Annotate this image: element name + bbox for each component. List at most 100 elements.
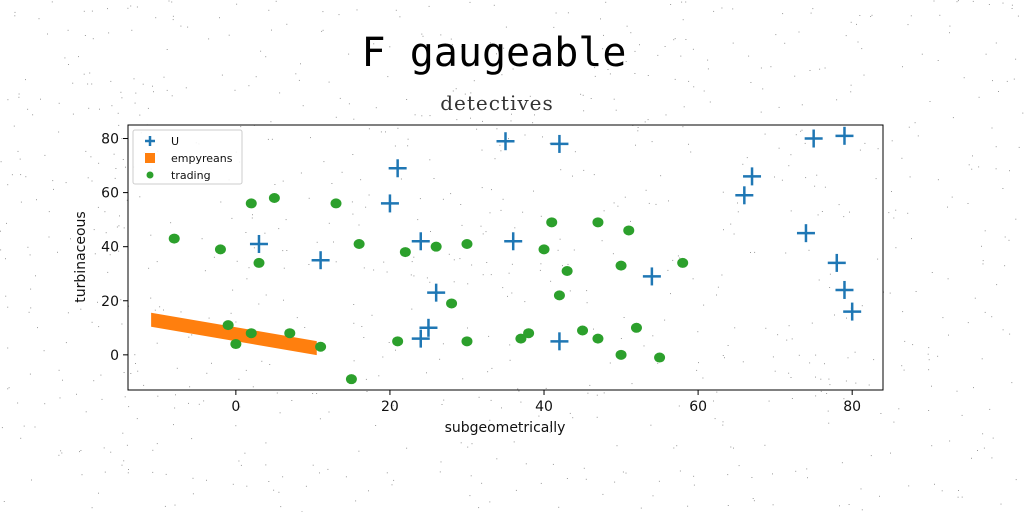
speckle-dot: [829, 384, 831, 386]
speckle-dot: [764, 133, 766, 135]
speckle-dot: [978, 166, 980, 168]
speckle-dot: [583, 467, 585, 469]
speckle-dot: [877, 148, 879, 150]
speckle-dot: [870, 16, 872, 17]
speckle-dot: [794, 75, 796, 77]
speckle-dot: [87, 177, 89, 179]
speckle-dot: [790, 377, 792, 378]
speckle-dot: [602, 48, 604, 50]
speckle-dot: [968, 164, 970, 166]
speckle-dot: [312, 393, 314, 394]
speckle-dot: [261, 360, 263, 362]
speckle-dot: [110, 451, 112, 453]
speckle-dot: [91, 507, 93, 509]
speckle-dot: [88, 107, 90, 109]
speckle-dot: [764, 444, 766, 446]
speckle-dot: [902, 66, 903, 68]
speckle-dot: [859, 149, 861, 151]
speckle-dot: [582, 94, 584, 96]
speckle-dot: [552, 463, 554, 465]
speckle-dot: [417, 219, 419, 221]
speckle-dot: [895, 247, 897, 249]
speckle-dot: [982, 260, 984, 262]
speckle-dot: [203, 400, 205, 402]
speckle-dot: [682, 19, 684, 21]
speckle-dot: [850, 21, 852, 23]
speckle-dot: [139, 114, 141, 116]
speckle-dot: [78, 56, 79, 58]
speckle-dot: [995, 146, 997, 148]
speckle-dot: [304, 327, 306, 328]
speckle-dot: [173, 424, 174, 426]
speckle-dot: [310, 137, 311, 139]
speckle-dot: [515, 489, 517, 491]
speckle-dot: [716, 294, 717, 296]
speckle-dot: [109, 254, 111, 256]
speckle-dot: [991, 316, 993, 318]
y-axis-label: turbinaceous: [73, 211, 89, 302]
speckle-dot: [333, 241, 334, 243]
speckle-dot: [778, 147, 780, 149]
speckle-dot: [988, 4, 990, 5]
speckle-dot: [84, 35, 86, 36]
speckle-dot: [567, 263, 569, 265]
speckle-dot: [713, 400, 714, 402]
speckle-dot: [5, 295, 7, 297]
speckle-dot: [996, 284, 998, 286]
speckle-dot: [559, 238, 561, 240]
speckle-dot: [828, 378, 830, 380]
speckle-dot: [282, 476, 284, 478]
speckle-dot: [947, 206, 948, 208]
speckle-dot: [87, 83, 89, 85]
speckle-dot: [937, 355, 939, 357]
speckle-dot: [152, 471, 154, 473]
speckle-dot: [782, 13, 784, 15]
speckle-dot: [80, 450, 82, 451]
speckle-dot: [650, 424, 652, 426]
speckle-dot: [67, 312, 69, 314]
speckle-dot: [422, 35, 424, 37]
speckle-dot: [893, 421, 895, 423]
speckle-dot: [893, 217, 895, 219]
speckle-dot: [429, 115, 431, 117]
speckle-dot: [166, 89, 168, 91]
u-point: [249, 234, 268, 253]
speckle-dot: [665, 114, 667, 116]
speckle-dot: [827, 410, 829, 412]
speckle-dot: [322, 29, 324, 31]
speckle-dot: [348, 103, 350, 105]
speckle-dot: [278, 491, 280, 493]
speckle-dot: [529, 95, 531, 97]
speckle-dot: [524, 301, 526, 303]
speckle-dot: [1015, 479, 1017, 481]
speckle-dot: [613, 202, 615, 204]
speckle-dot: [861, 48, 863, 50]
speckle-dot: [727, 505, 729, 506]
speckle-dot: [514, 227, 516, 229]
speckle-dot: [1, 427, 3, 429]
speckle-dot: [356, 9, 358, 11]
speckle-dot: [989, 408, 991, 410]
speckle-dot: [760, 111, 762, 113]
speckle-dot: [172, 19, 174, 21]
trading-point: [553, 290, 565, 301]
speckle-dot: [273, 489, 275, 491]
speckle-dot: [85, 150, 87, 152]
speckle-dot: [703, 90, 705, 92]
trading-point: [546, 217, 558, 228]
speckle-dot: [624, 196, 626, 198]
speckle-dot: [664, 319, 666, 321]
speckle-dot: [406, 447, 408, 449]
y-tick-label: 40: [101, 240, 119, 256]
speckle-dot: [462, 378, 464, 380]
speckle-dot: [815, 354, 817, 356]
speckle-dot: [58, 102, 60, 104]
speckle-dot: [30, 288, 32, 290]
speckle-dot: [1011, 382, 1013, 384]
speckle-dot: [967, 322, 969, 324]
speckle-dot: [819, 68, 821, 70]
speckle-dot: [72, 82, 74, 84]
speckle-dot: [937, 179, 939, 181]
speckle-dot: [260, 50, 262, 52]
speckle-dot: [352, 154, 354, 155]
